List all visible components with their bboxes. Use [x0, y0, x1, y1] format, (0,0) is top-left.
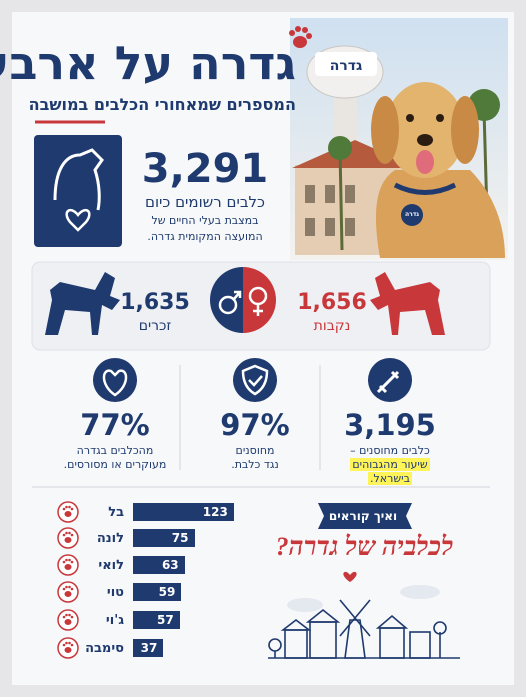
- bar: [133, 611, 180, 629]
- stat-line: בישראל.: [315, 472, 465, 485]
- paw-toe: [70, 507, 74, 511]
- stat-text: נגד כלבת.: [231, 458, 279, 471]
- paw-toe: [65, 585, 68, 589]
- paw-toe: [65, 641, 68, 645]
- stat-text: בישראל.: [368, 472, 412, 485]
- paw-toe: [62, 587, 66, 591]
- stat-line: נגד כלבת.: [180, 458, 330, 471]
- name-label: בל: [108, 505, 124, 520]
- male-label: זכרים: [138, 318, 172, 334]
- paw-toe: [70, 533, 74, 537]
- bar: [133, 529, 195, 547]
- stat-number: 3,195: [344, 408, 436, 442]
- paw: [64, 647, 72, 653]
- stat-text: מחוסנים: [235, 444, 275, 457]
- paw-toe: [65, 531, 68, 535]
- bar-value: 75: [171, 531, 189, 545]
- bar: [133, 503, 234, 521]
- paw-toe: [62, 615, 66, 619]
- script-heading: לכלביה של גדרה?: [275, 532, 454, 561]
- title-paw: [289, 26, 312, 48]
- paw-toe: [68, 505, 71, 509]
- paw-toe: [70, 560, 74, 564]
- name-label: טוי: [106, 585, 124, 600]
- stat-line: כלבים מחוסנים –: [315, 444, 465, 457]
- bar-value: 37: [140, 641, 158, 655]
- paw-toe: [68, 585, 71, 589]
- gender-circle: [210, 267, 276, 333]
- paw-toe: [68, 531, 71, 535]
- bar-value: 57: [157, 613, 174, 627]
- male-dog: [45, 272, 120, 335]
- tower-sign: גדרה: [329, 58, 363, 74]
- bar: [133, 583, 182, 601]
- paw-toe: [70, 643, 74, 647]
- stat-line: שיעור מהגבוהים: [315, 458, 465, 471]
- bar-value: 63: [161, 558, 179, 572]
- town-illustration: [268, 585, 460, 659]
- paw-toe: [70, 615, 74, 619]
- paw: [64, 511, 72, 517]
- bar: [133, 556, 185, 574]
- registered-label: כלבים רשומים כיום: [145, 193, 265, 211]
- golden-dog: [371, 82, 505, 258]
- bar: [133, 639, 164, 657]
- stat-text: מעוקרים או מסורסים.: [63, 458, 167, 471]
- name-label: לונה: [96, 531, 124, 546]
- stat-line: מחוסנים: [180, 444, 330, 457]
- registered-icon: [34, 135, 122, 247]
- stat-text: מהכלבים בגדרה: [76, 444, 154, 457]
- paw: [64, 591, 72, 597]
- ribbon: [318, 503, 412, 529]
- bar-value: 123: [202, 505, 228, 519]
- stat-icons: [93, 358, 412, 402]
- paw-toe: [62, 533, 66, 537]
- name-label: סימבה: [85, 641, 124, 656]
- female-number: 1,656: [297, 290, 367, 315]
- paw-toe: [62, 643, 66, 647]
- female-label: נקבות: [313, 318, 351, 334]
- name-label: לואי: [98, 558, 124, 573]
- registered-note: במצבת בעלי החיים של: [151, 214, 259, 227]
- water-tower: [306, 45, 384, 180]
- stat-number: 77%: [80, 408, 150, 442]
- paw-toe: [68, 613, 71, 617]
- title: גדרה על ארבע: [0, 36, 296, 90]
- paw-toe: [65, 505, 68, 509]
- paw-toe: [65, 558, 68, 562]
- dividers: [32, 365, 490, 488]
- stat-line: מהכלבים בגדרה: [40, 444, 190, 457]
- collar-tag: גדרה: [405, 211, 419, 218]
- paw-toe: [68, 641, 71, 645]
- registered-number: 3,291: [141, 146, 269, 192]
- paw: [64, 537, 72, 543]
- male-number: 1,635: [120, 290, 190, 315]
- paw-toe: [68, 558, 71, 562]
- name-label: ג'וי: [105, 613, 124, 628]
- paw-toe: [62, 507, 66, 511]
- ribbon-text: ואיך קוראים: [328, 509, 398, 523]
- registered-note: המועצה המקומית גדרה.: [147, 230, 263, 243]
- bar-value: 59: [158, 585, 176, 599]
- stat-text: כלבים מחוסנים –: [350, 444, 430, 457]
- paw-toe: [62, 560, 66, 564]
- stat-number: 97%: [220, 408, 290, 442]
- female-dog: [370, 272, 445, 335]
- subtitle: המספרים שמאחורי הכלבים במושבה: [28, 95, 296, 114]
- paw: [64, 619, 72, 625]
- heart: [343, 571, 357, 582]
- paw: [64, 564, 72, 570]
- stat-text: שיעור מהגבוהים: [350, 458, 430, 471]
- stat-line: מעוקרים או מסורסים.: [40, 458, 190, 471]
- paw-toe: [70, 587, 74, 591]
- paw-toe: [65, 613, 68, 617]
